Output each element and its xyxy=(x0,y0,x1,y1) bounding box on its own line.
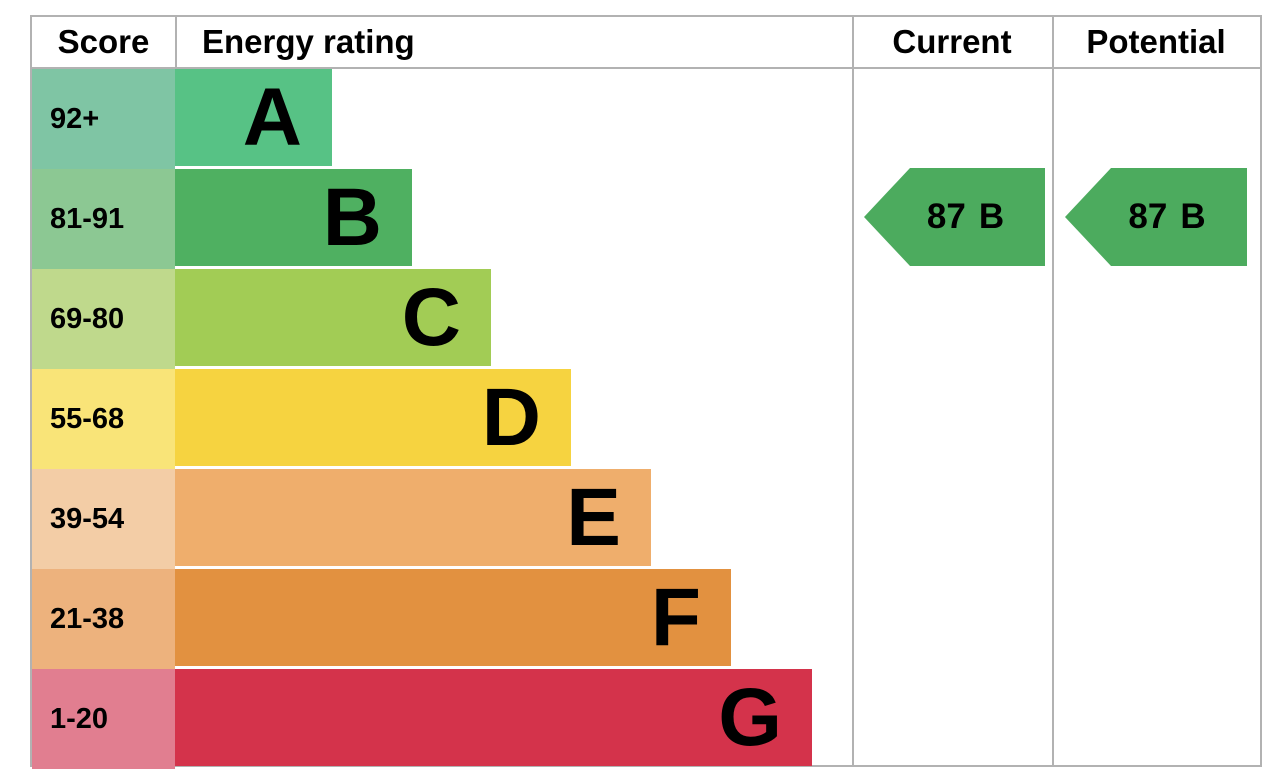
score-column: 92+ 81-91 69-80 55-68 39-54 21-38 1-20 xyxy=(32,69,175,769)
score-range-d: 55-68 xyxy=(32,369,175,469)
epc-table: Score Energy rating Current Potential 92… xyxy=(30,15,1262,769)
potential-header: Potential xyxy=(1086,23,1226,60)
potential-band: B xyxy=(1180,197,1206,236)
potential-rating-arrow: 87 B xyxy=(1065,168,1247,266)
score-range-g: 1-20 xyxy=(32,669,175,769)
score-range-e: 39-54 xyxy=(32,469,175,569)
energy-rating-header: Energy rating xyxy=(202,23,415,60)
score-header: Score xyxy=(57,23,150,60)
current-column-divider xyxy=(852,17,854,765)
rating-bar-d: D xyxy=(175,369,571,466)
current-rating-arrow: 87 B xyxy=(864,168,1045,266)
score-column-divider xyxy=(175,17,177,67)
score-range-f: 21-38 xyxy=(32,569,175,669)
current-score: 87 xyxy=(926,197,966,236)
rating-bar-a: A xyxy=(175,69,332,166)
score-range-a: 92+ xyxy=(32,69,175,169)
rating-bar-f: F xyxy=(175,569,731,666)
score-range-b: 81-91 xyxy=(32,169,175,269)
current-header: Current xyxy=(892,23,1012,60)
current-band: B xyxy=(978,197,1005,236)
rating-bar-b: B xyxy=(175,169,412,266)
potential-score: 87 xyxy=(1128,197,1168,236)
energy-rating-bars: A B C D E F G xyxy=(175,69,812,769)
rating-bar-e: E xyxy=(175,469,651,566)
header-rule xyxy=(32,67,1260,69)
rating-bar-g: G xyxy=(175,669,812,766)
potential-column-divider xyxy=(1052,17,1054,765)
score-range-c: 69-80 xyxy=(32,269,175,369)
rating-bar-c: C xyxy=(175,269,491,366)
